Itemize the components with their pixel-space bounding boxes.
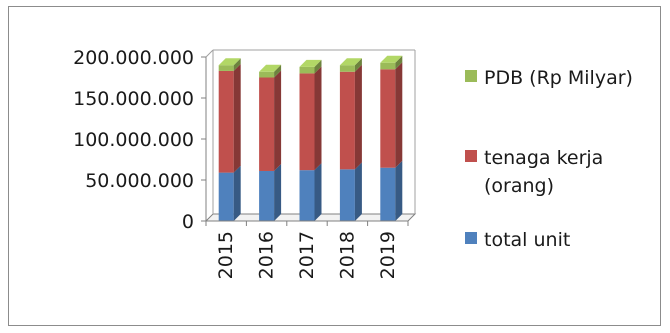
legend-item: PDB (Rp Milyar) bbox=[465, 67, 633, 89]
bar-segment bbox=[339, 64, 362, 170]
bar-segment bbox=[380, 55, 403, 70]
legend-label: total unit bbox=[484, 229, 570, 251]
bar-front bbox=[339, 65, 355, 72]
legend-swatch bbox=[465, 150, 477, 162]
legend-label: tenaga kerja bbox=[484, 147, 603, 169]
x-tick-label: 2016 bbox=[256, 231, 278, 279]
bar-front bbox=[218, 172, 234, 221]
bar-segment bbox=[380, 62, 403, 168]
bar-front bbox=[380, 62, 396, 70]
chart-frame bbox=[8, 6, 661, 326]
bar-segment bbox=[259, 64, 282, 78]
bar-front bbox=[299, 170, 315, 221]
bar-segment bbox=[218, 165, 241, 221]
bar-side bbox=[395, 62, 403, 168]
x-axis-ticks: 2015 2016 2017 2018 2019 bbox=[205, 220, 409, 279]
bar-side bbox=[314, 66, 322, 171]
y-tick-label: 100.000.000 bbox=[73, 129, 194, 151]
x-tick-label: 2015 bbox=[215, 231, 237, 279]
legend-swatch bbox=[465, 232, 477, 244]
bar-side bbox=[354, 162, 362, 221]
bar-top bbox=[299, 59, 322, 67]
y-tick-label: 0 bbox=[182, 211, 194, 233]
bar-side bbox=[395, 160, 403, 221]
bar-segment bbox=[339, 162, 362, 221]
bar-side bbox=[354, 58, 362, 72]
bar-top bbox=[380, 55, 403, 63]
legend-item: total unit bbox=[465, 229, 570, 251]
bar-front bbox=[380, 167, 396, 221]
bar-side bbox=[274, 64, 282, 78]
bar-side bbox=[233, 63, 241, 173]
bar-side bbox=[274, 70, 282, 171]
bar-segment bbox=[259, 70, 282, 171]
bar-front bbox=[339, 71, 355, 170]
legend: PDB (Rp Milyar) tenaga kerja (orang) total … bbox=[465, 67, 633, 251]
bar-front bbox=[299, 73, 315, 171]
bar-front bbox=[380, 69, 396, 168]
y-axis-ticks: 200.000.000 150.000.000 100.000.000 50.000.… bbox=[73, 47, 206, 233]
x-tick-label: 2017 bbox=[296, 231, 318, 279]
bar-segment bbox=[299, 66, 322, 171]
bar-segment bbox=[218, 58, 241, 71]
bar-segment bbox=[218, 63, 241, 173]
bars bbox=[218, 55, 403, 221]
bar-side bbox=[314, 59, 322, 74]
bar-front bbox=[218, 65, 234, 71]
wall-top-left bbox=[205, 49, 214, 58]
bar-top bbox=[259, 64, 282, 72]
legend-item: tenaga kerja (orang) bbox=[465, 147, 603, 197]
legend-label: PDB (Rp Milyar) bbox=[484, 67, 633, 89]
bar-side bbox=[233, 165, 241, 221]
bar-side bbox=[274, 163, 282, 221]
bar-top bbox=[218, 58, 241, 66]
legend-label: (orang) bbox=[484, 175, 554, 197]
bar-segment bbox=[259, 163, 282, 221]
bar-side bbox=[314, 163, 322, 221]
x-tick-label: 2019 bbox=[377, 231, 399, 279]
bar-front bbox=[259, 71, 275, 78]
y-tick-label: 200.000.000 bbox=[73, 47, 194, 69]
bar-side bbox=[354, 64, 362, 170]
x-tick-label: 2018 bbox=[336, 231, 358, 279]
y-tick-label: 50.000.000 bbox=[85, 170, 194, 192]
bar-segment bbox=[299, 163, 322, 221]
bar-front bbox=[299, 66, 315, 74]
bar-segment bbox=[299, 59, 322, 74]
bar-segment bbox=[339, 58, 362, 72]
legend-swatch bbox=[465, 70, 477, 82]
bar-side bbox=[395, 55, 403, 70]
bar-top bbox=[339, 58, 362, 66]
bar-front bbox=[259, 170, 275, 221]
bar-front bbox=[339, 169, 355, 221]
y-tick-label: 150.000.000 bbox=[73, 88, 194, 110]
bar-segment bbox=[380, 160, 403, 221]
bar-side bbox=[233, 58, 241, 71]
bar-front bbox=[218, 70, 234, 173]
bar-front bbox=[259, 77, 275, 171]
